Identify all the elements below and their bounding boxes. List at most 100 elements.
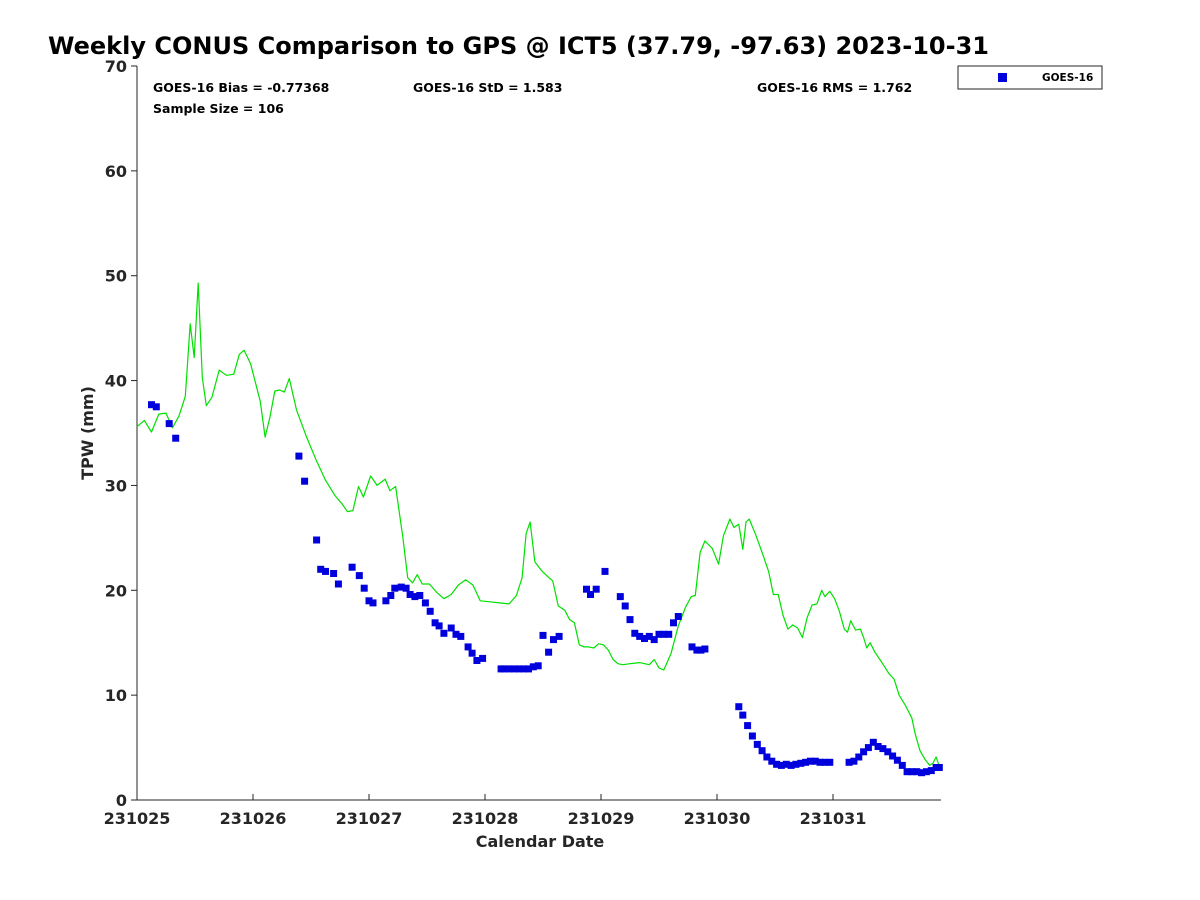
x-tick-label: 231027: [336, 809, 403, 828]
goes16-point: [735, 703, 743, 711]
goes16-point: [641, 635, 648, 642]
y-tick-label: 50: [105, 267, 127, 286]
goes16-point: [411, 593, 419, 601]
goes16-point: [322, 567, 329, 575]
goes16-point: [922, 768, 930, 776]
goes16-point: [773, 760, 781, 768]
goes16-point: [421, 599, 429, 607]
rms-annotation: GOES-16 RMS = 1.762: [757, 80, 912, 95]
goes16-point: [850, 757, 858, 765]
goes16-point: [874, 743, 882, 750]
goes16-point: [534, 662, 542, 670]
goes16-point: [505, 665, 513, 673]
goes16-point: [758, 747, 766, 755]
goes16-point: [665, 630, 673, 638]
goes16-point: [365, 597, 373, 605]
goes16-point: [693, 646, 701, 654]
goes16-point: [592, 585, 600, 593]
goes16-point: [348, 563, 356, 571]
goes16-point: [739, 711, 747, 719]
goes16-point: [650, 636, 658, 644]
x-axis-label: Calendar Date: [476, 832, 605, 851]
goes16-point: [884, 748, 892, 756]
goes16-point: [426, 607, 434, 615]
goes16-point: [802, 758, 810, 766]
goes16-point: [626, 616, 634, 624]
y-tick-label: 30: [105, 476, 127, 495]
goes16-point: [869, 738, 877, 746]
goes16-point: [879, 745, 887, 753]
goes16-point: [601, 567, 609, 575]
goes16-point: [744, 722, 752, 730]
chart-title: Weekly CONUS Comparison to GPS @ ICT5 (3…: [48, 32, 989, 60]
legend-marker-goes16: [998, 73, 1007, 82]
goes16-point: [621, 602, 629, 610]
y-tick-label: 60: [105, 162, 127, 181]
goes16-point: [583, 585, 590, 593]
goes16-point: [440, 629, 448, 637]
x-tick-label: 231030: [684, 809, 751, 828]
goes16-point: [701, 645, 709, 653]
goes16-point: [826, 758, 834, 766]
goes16-point: [391, 584, 399, 592]
goes16-point: [903, 768, 911, 776]
goes16-point: [152, 403, 160, 411]
x-tick-label: 231031: [800, 809, 867, 828]
goes16-point: [792, 760, 800, 768]
gps-series-line: [136, 282, 940, 767]
goes16-point: [550, 636, 557, 644]
goes16-point: [821, 758, 829, 766]
goes16-point: [811, 757, 819, 765]
legend-label-goes16: GOES-16: [1042, 72, 1093, 84]
goes16-point: [660, 630, 668, 638]
goes16-point: [670, 619, 677, 627]
goes16-series: [148, 401, 943, 777]
goes16-point: [301, 477, 309, 485]
y-axis-label: TPW (mm): [78, 386, 97, 480]
goes16-point: [631, 629, 639, 637]
x-axis-ticks: 231025 231026 231027 231028 231029 231030 2310…: [104, 794, 867, 828]
goes16-point: [753, 740, 761, 748]
goes16-point: [447, 624, 455, 632]
goes16-point: [525, 665, 532, 673]
goes16-point: [431, 619, 439, 627]
goes16-point: [500, 665, 508, 673]
goes16-point: [473, 657, 481, 664]
goes16-point: [768, 757, 776, 765]
y-tick-label: 40: [105, 372, 127, 391]
goes16-point: [636, 632, 644, 640]
goes16-point: [674, 613, 682, 620]
goes16-point: [655, 630, 663, 638]
goes16-point: [360, 584, 368, 592]
goes16-point: [468, 649, 476, 657]
goes16-point: [864, 744, 872, 752]
goes16-point: [893, 756, 901, 764]
goes16-point: [845, 758, 853, 766]
goes16-point: [406, 591, 414, 598]
goes16-point: [697, 646, 705, 654]
goes16-point: [416, 592, 424, 599]
y-axis-ticks: 0 10 20 30 40 50 60 70: [105, 57, 137, 810]
goes16-point: [148, 401, 155, 409]
legend-box: [957, 65, 1103, 90]
goes16-point: [688, 643, 696, 651]
goes16-point: [545, 648, 553, 656]
goes16-point: [457, 632, 465, 640]
goes16-point: [464, 643, 472, 651]
goes16-point: [555, 632, 563, 640]
goes16-point: [748, 732, 756, 740]
goes16-point: [165, 420, 173, 428]
legend: GOES-16: [957, 65, 1103, 90]
goes16-point: [777, 761, 785, 769]
goes16-point: [479, 654, 487, 662]
goes16-point: [797, 759, 805, 767]
goes16-point: [787, 761, 795, 769]
goes16-point: [510, 665, 518, 673]
y-tick-label: 10: [105, 686, 127, 705]
goes16-point: [382, 597, 390, 605]
goes16-point: [529, 663, 537, 671]
goes16-point: [763, 753, 771, 761]
goes16-point: [913, 768, 921, 776]
